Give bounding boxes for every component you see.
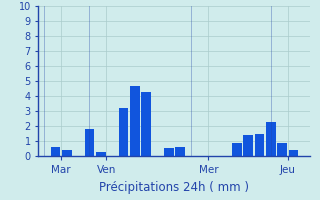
Bar (175, 147, 185, 156)
Bar (255, 134, 264, 156)
Bar (96, 152, 106, 156)
Bar (119, 108, 128, 156)
Bar (141, 92, 151, 156)
Bar (232, 142, 242, 156)
Bar (266, 121, 276, 156)
Bar (84, 129, 94, 156)
Bar (164, 148, 173, 156)
Bar (51, 147, 60, 156)
Bar (62, 150, 72, 156)
X-axis label: Précipitations 24h ( mm ): Précipitations 24h ( mm ) (100, 181, 249, 194)
Bar (289, 150, 298, 156)
Bar (243, 135, 253, 156)
Bar (130, 86, 140, 156)
Bar (277, 142, 287, 156)
